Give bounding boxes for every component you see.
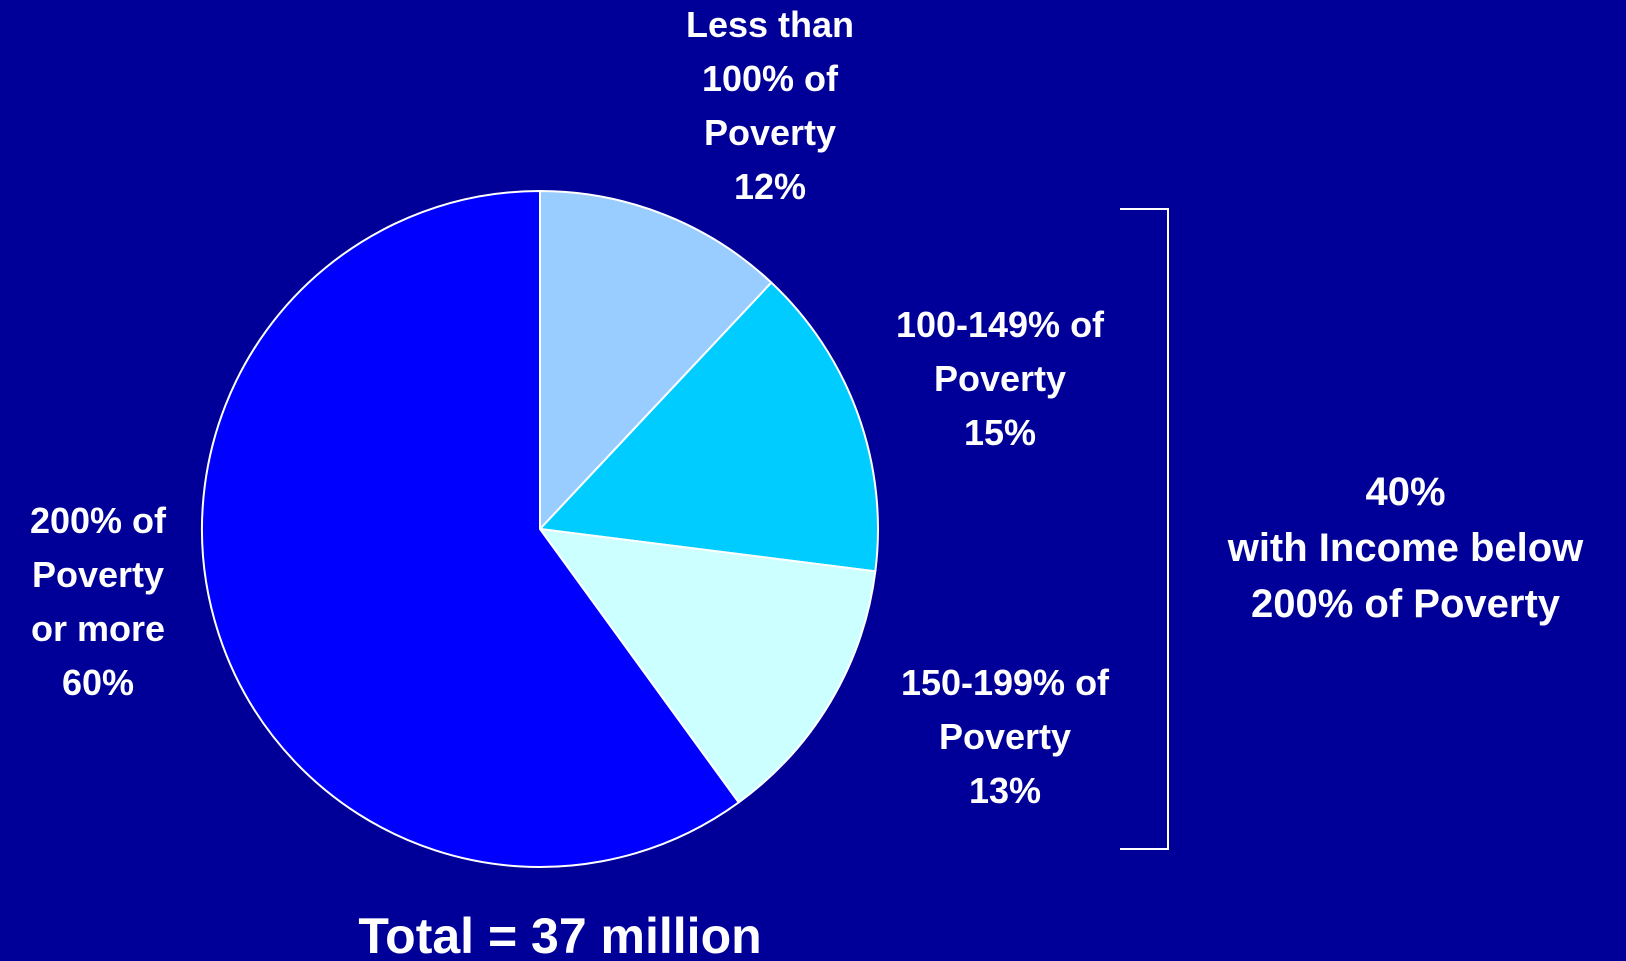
slice-label-line: 100% of <box>701 58 839 99</box>
slice-label-line: 100-149% of <box>895 304 1105 345</box>
slice-value-label: 13% <box>968 770 1042 811</box>
bracket-note-line: 200% of Poverty <box>1250 582 1561 626</box>
slice-label-less-than-100: Less than 100% of Poverty 12% <box>620 0 920 214</box>
grouping-bracket <box>1120 208 1169 850</box>
slice-label-line: Poverty <box>703 112 837 153</box>
slice-label-100-149: 100-149% of Poverty 15% <box>855 298 1145 460</box>
slice-label-line: Poverty <box>933 358 1067 399</box>
bracket-note-line: with Income below <box>1227 526 1584 570</box>
bracket-note: 40% with Income below 200% of Poverty <box>1185 464 1626 632</box>
pie-slice-3 <box>201 190 740 868</box>
pie-slice-1 <box>539 281 879 573</box>
slice-label-line: Poverty <box>31 554 165 595</box>
slice-label-line: 200% of <box>29 500 167 541</box>
slice-label-line: 150-199% of <box>900 662 1110 703</box>
slice-label-150-199: 150-199% of Poverty 13% <box>860 656 1150 818</box>
bracket-note-line: 40% <box>1365 470 1446 514</box>
pie-slice-2 <box>539 528 877 804</box>
slice-label-line: Less than <box>685 4 855 45</box>
slice-label-line: Poverty <box>938 716 1072 757</box>
slice-value-label: 12% <box>733 166 807 207</box>
total-text: Total = 37 million <box>358 908 762 961</box>
slice-label-line: or more <box>30 608 166 649</box>
pie-slice-0 <box>539 190 773 530</box>
slice-value-label: 15% <box>963 412 1037 453</box>
slice-label-200-or-more: 200% of Poverty or more 60% <box>0 494 196 710</box>
total-label: Total = 37 million <box>260 906 860 961</box>
slice-value-label: 60% <box>61 662 135 703</box>
